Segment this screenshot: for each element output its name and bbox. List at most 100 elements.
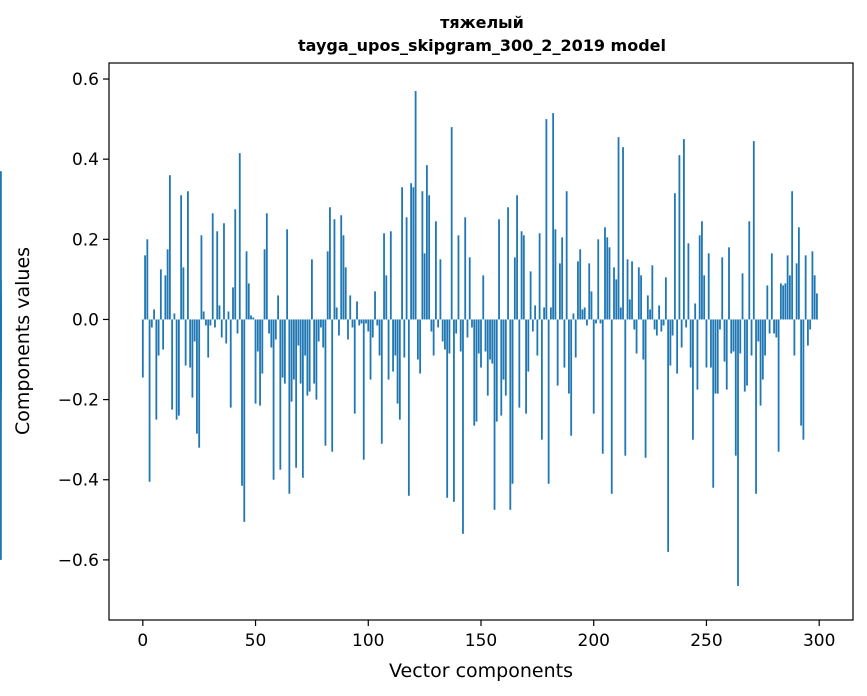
bar: [448, 319, 451, 354]
bar: [374, 291, 376, 320]
bar: [649, 309, 651, 320]
bar: [692, 319, 694, 440]
bar: [435, 221, 437, 320]
bar: [761, 319, 764, 380]
bar: [0, 171, 2, 320]
bar: [227, 311, 230, 320]
bars-group: [0, 91, 818, 586]
bar: [371, 319, 374, 338]
bar: [651, 265, 654, 320]
bar: [669, 319, 672, 366]
bar: [338, 319, 340, 336]
bar: [234, 209, 237, 320]
bar: [396, 319, 399, 404]
bar: [662, 319, 665, 326]
bar: [710, 319, 712, 368]
bar: [746, 319, 748, 386]
bar: [635, 319, 638, 354]
bar: [698, 235, 701, 320]
bar: [220, 319, 223, 338]
bar: [471, 319, 473, 328]
bar: [205, 319, 207, 326]
bar: [518, 319, 521, 408]
bar: [683, 139, 685, 320]
bar: [631, 261, 633, 320]
bar: [286, 229, 289, 320]
bar: [329, 207, 331, 320]
bar: [586, 319, 588, 326]
bar: [480, 319, 482, 368]
bar: [703, 275, 706, 320]
bar: [182, 267, 185, 320]
y-tick-label: 0.4: [72, 150, 99, 170]
bar: [579, 249, 582, 320]
bar: [236, 319, 239, 334]
bar: [306, 319, 309, 396]
bar: [211, 213, 214, 320]
x-tick-label: 0: [137, 631, 148, 651]
bar: [687, 243, 690, 320]
bar: [800, 319, 803, 426]
bar: [723, 319, 726, 362]
bar: [531, 319, 534, 332]
bar: [484, 319, 487, 352]
bar: [229, 319, 232, 408]
bar: [376, 319, 379, 326]
bar: [360, 319, 363, 324]
bar: [184, 319, 187, 366]
y-tick-label: −0.6: [58, 551, 99, 571]
bar: [270, 319, 273, 348]
bar: [538, 233, 541, 320]
bar: [527, 319, 530, 372]
bar: [398, 319, 401, 420]
bar: [545, 119, 548, 320]
bar: [549, 307, 552, 320]
bar: [198, 319, 201, 448]
bar: [581, 309, 584, 320]
bar: [455, 319, 458, 334]
bar: [453, 319, 455, 502]
bar: [324, 319, 327, 446]
bar: [588, 263, 591, 320]
bar: [626, 259, 629, 320]
bar: [378, 319, 381, 356]
bar: [748, 221, 751, 320]
bar: [171, 319, 174, 410]
bar: [613, 267, 615, 320]
bar: [601, 319, 604, 454]
bar: [216, 231, 219, 320]
bar: [464, 217, 467, 320]
bar: [534, 305, 537, 320]
bar: [507, 207, 509, 320]
bar: [608, 247, 611, 320]
bar: [313, 319, 316, 384]
bar: [676, 319, 679, 374]
bar: [660, 319, 663, 332]
bar: [565, 191, 568, 320]
bar: [768, 319, 771, 334]
x-tick-label: 200: [578, 631, 610, 651]
bar: [385, 275, 388, 320]
bar: [0, 319, 2, 340]
bar: [719, 319, 721, 330]
y-axis: −0.6 −0.4 −0.2 0.0 0.2 0.4 0.6: [58, 70, 109, 571]
bar: [599, 319, 602, 324]
bar: [277, 295, 279, 320]
bar: [144, 255, 146, 320]
bar: [779, 283, 782, 320]
bar: [315, 319, 318, 400]
bar: [168, 175, 171, 320]
bar: [473, 319, 476, 426]
x-tick-label: 150: [465, 631, 497, 651]
bar: [311, 259, 313, 320]
bar: [797, 227, 800, 320]
bar: [218, 305, 221, 320]
bar: [180, 195, 183, 320]
x-axis: 0 50 100 150 200 250 300: [137, 620, 835, 651]
bar: [730, 319, 733, 354]
bar: [554, 229, 557, 320]
bar: [387, 319, 390, 380]
bar: [755, 319, 757, 494]
bar: [252, 317, 255, 320]
bar: [694, 303, 697, 320]
